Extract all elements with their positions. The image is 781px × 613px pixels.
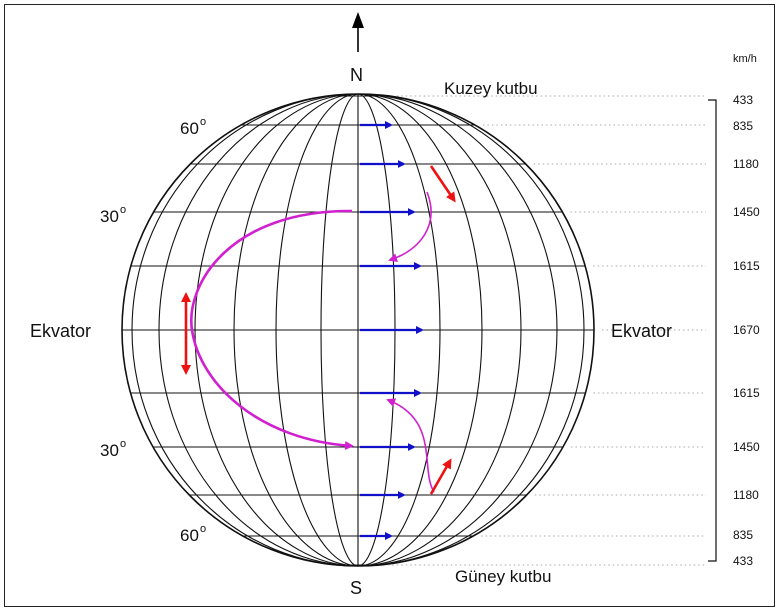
speed-value-9: 1180 xyxy=(733,488,759,502)
speed-scale-bracket xyxy=(708,99,717,562)
speed-value-1: 433 xyxy=(733,93,753,107)
north-arrow-icon xyxy=(352,12,364,52)
equator-label-right: Ekvator xyxy=(611,321,672,341)
svg-text:60: 60 xyxy=(180,119,199,138)
svg-text:30: 30 xyxy=(100,207,119,226)
north-pole-label: Kuzey kutbu xyxy=(444,79,538,98)
speed-value-2: 835 xyxy=(733,119,753,133)
speed-value-4: 1450 xyxy=(733,205,760,219)
rotation-arrows xyxy=(360,121,424,540)
diagram-frame xyxy=(4,4,775,607)
speed-value-3: 1180 xyxy=(733,157,759,171)
svg-text:o: o xyxy=(200,523,206,535)
svg-text:o: o xyxy=(120,204,126,216)
svg-text:o: o xyxy=(120,438,126,450)
south-pole-label: Güney kutbu xyxy=(455,567,551,586)
latitude-label-30s: 30 o xyxy=(100,438,126,460)
speed-leader-lines xyxy=(387,95,706,566)
speed-unit-label: km/h xyxy=(733,53,757,65)
east-deflected-path-south xyxy=(386,398,435,493)
equator-label-left: Ekvator xyxy=(30,321,91,341)
deflected-paths xyxy=(190,191,435,493)
south-pole-letter: S xyxy=(350,578,362,598)
latitude-label-30n: 30 o xyxy=(100,204,126,226)
deflection-arrow-north xyxy=(429,165,456,203)
svg-text:o: o xyxy=(200,116,206,128)
deflection-arrow-south xyxy=(429,458,452,495)
north-pole-letter: N xyxy=(350,65,363,85)
latitude-label-60n: 60 o xyxy=(180,116,206,138)
svg-text:30: 30 xyxy=(100,441,119,460)
speed-value-6: 1670 xyxy=(733,323,760,337)
speed-value-7: 1615 xyxy=(733,386,760,400)
east-deflected-path-north xyxy=(388,191,432,263)
speed-value-10: 835 xyxy=(733,528,753,542)
latitude-label-60s: 60 o xyxy=(180,523,206,545)
svg-text:60: 60 xyxy=(180,526,199,545)
speed-value-5: 1615 xyxy=(733,259,760,273)
speed-value-11: 433 xyxy=(733,554,753,568)
deflection-arrows xyxy=(181,165,456,495)
speed-scale-values: 433 835 1180 1450 1615 1670 1615 1450 1180 835 433 xyxy=(733,93,760,568)
west-deflected-path xyxy=(190,209,354,451)
speed-value-8: 1450 xyxy=(733,440,760,454)
